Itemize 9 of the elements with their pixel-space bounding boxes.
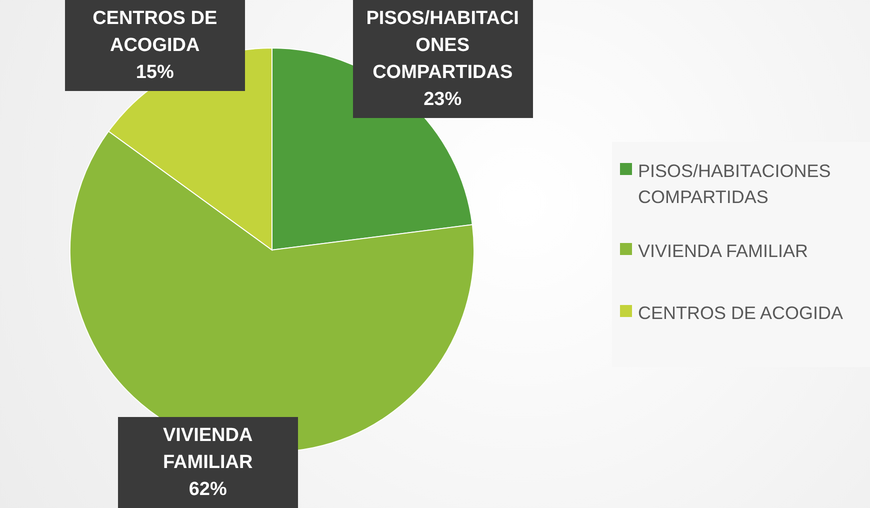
slice-label: VIVIENDA FAMILIAR <box>638 240 810 262</box>
slice-label: CENTROS DE ACOGIDA <box>92 7 218 58</box>
slice-label: PISOS/HABITACIONES COMPARTIDAS <box>365 7 520 85</box>
legend-label: CENTROS DE ACOGIDA <box>638 302 844 324</box>
data-label: 62% <box>188 478 228 502</box>
data-label: 15% <box>134 61 175 85</box>
legend-label: PISOS/HABITACIONES COMPARTIDAS <box>638 160 832 208</box>
data-label: 23% <box>422 88 463 112</box>
slice-label: VIVIENDA FAMILIAR <box>162 424 254 475</box>
